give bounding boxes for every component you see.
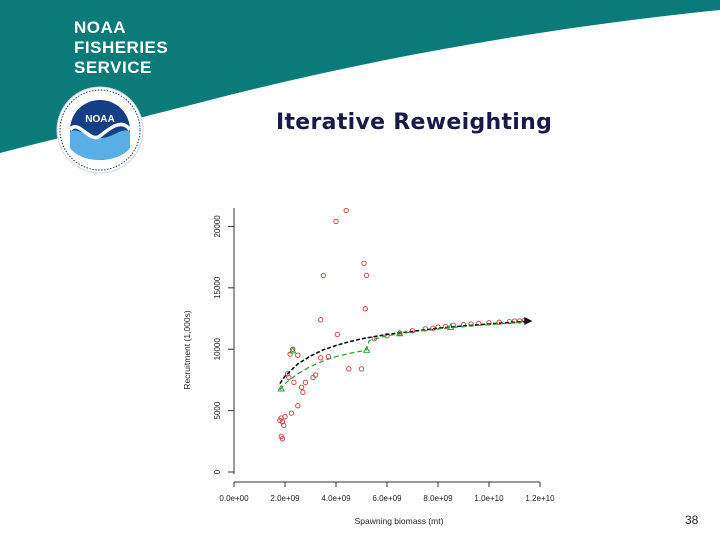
data-point [361,260,367,266]
y-tick-label: 0 [213,469,222,474]
data-point [295,403,301,409]
data-point [281,422,287,428]
header-banner [0,0,720,153]
brand-line-3: SERVICE [74,58,152,77]
stock-recruitment-chart: Spawning biomass (mt) Recruitment (1,000… [182,207,555,526]
triangle-marker [362,345,371,353]
x-tick-label: 6.0e+09 [372,494,402,503]
x-tick-label: 2.0e+09 [270,494,300,503]
data-point [362,306,368,312]
chart-series [277,207,533,442]
data-point [409,328,416,334]
brand-line-2: FISHERIES [74,38,169,57]
data-point [288,410,295,416]
data-point [516,318,523,324]
slide-title: Iterative Reweighting [276,110,553,135]
chart-frame [228,208,541,487]
x-axis-title: Spawning biomass (mt) [355,516,444,526]
x-tick-label: 8.0e+09 [423,494,453,503]
data-point [282,414,288,420]
data-point [363,272,370,279]
data-point [310,374,316,381]
header-teal-swoosh [0,0,720,153]
y-tick-label: 10000 [213,338,222,361]
data-point [318,317,324,323]
data-point [333,218,339,225]
bias-adjusted-curve [279,321,530,391]
data-point [343,207,349,214]
triangle-marker [395,329,404,337]
data-point [302,379,309,386]
final-point-marker [524,316,533,325]
expected-recruitment-curve [279,320,530,385]
brand-line-1: NOAA [74,18,127,37]
x-tick-label: 0.0e+00 [219,494,249,503]
data-point [334,331,340,338]
y-tick-label: 5000 [213,401,222,419]
y-tick-label: 15000 [213,276,222,299]
data-point [358,366,365,372]
x-tick-label: 4.0e+09 [321,494,351,503]
triangle-marker [288,346,297,354]
data-point [279,436,286,442]
page-number: 38 [685,513,699,527]
data-point [506,318,513,325]
data-point [286,374,292,381]
data-point [300,389,306,395]
y-tick-label: 20000 [213,215,222,238]
noaa-logo: NOAA [56,86,144,174]
data-point [318,355,324,361]
data-point [295,352,301,358]
x-tick-label: 1.0e+10 [474,494,504,503]
data-point [511,318,518,324]
logo-center-text: NOAA [85,114,114,125]
data-point [496,319,502,325]
data-point [291,379,297,386]
x-tick-label: 1.2e+10 [525,494,555,503]
y-axis-title: Recruitment (1,000s) [182,310,192,390]
triangle-marker [446,323,455,331]
data-point [320,272,326,279]
triangle-marker [277,384,285,392]
chart-text: Spawning biomass (mt) Recruitment (1,000… [182,215,555,526]
data-point [346,366,352,372]
data-point [298,384,305,390]
data-point [312,372,319,378]
